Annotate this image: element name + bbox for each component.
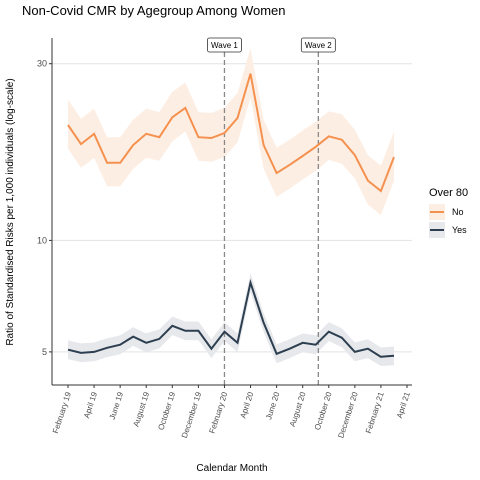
confidence-band (68, 48, 394, 216)
x-tick-label: October 19 (156, 390, 177, 431)
x-tick-label: December 19 (180, 390, 204, 439)
x-tick-label: June 19 (108, 390, 126, 420)
x-tick-label: August 20 (288, 390, 308, 428)
annotation-label: Wave 1 (211, 41, 238, 50)
legend-label: No (452, 207, 464, 217)
series-line (67, 278, 395, 358)
series-line (67, 73, 395, 193)
chart-title: Non-Covid CMR by Agegroup Among Women (22, 3, 286, 18)
x-tick-label: October 20 (313, 390, 334, 431)
x-tick-label: April 19 (82, 390, 99, 419)
x-tick-label: February 19 (51, 390, 73, 434)
x-tick-label: February 20 (207, 390, 229, 434)
x-tick-label: December 20 (336, 390, 360, 439)
x-tick-label: June 20 (264, 390, 282, 420)
legend-label: Yes (452, 225, 467, 235)
x-tick-label: August 19 (131, 390, 151, 428)
annotation-label: Wave 2 (305, 41, 332, 50)
y-tick-label: 5 (42, 347, 47, 357)
annotation-box (300, 37, 336, 53)
y-axis-title: Ratio of Standardised Risks per 1,000 in… (5, 78, 16, 345)
x-tick-label: April 21 (395, 390, 412, 419)
x-tick-label: April 20 (238, 390, 255, 419)
annotation-box (207, 37, 242, 53)
y-tick-label: 10 (37, 235, 47, 245)
legend-title: Over 80 (429, 187, 468, 199)
x-tick-label: February 21 (364, 390, 386, 434)
y-tick-label: 30 (37, 59, 47, 69)
x-axis-title: Calendar Month (196, 463, 267, 474)
